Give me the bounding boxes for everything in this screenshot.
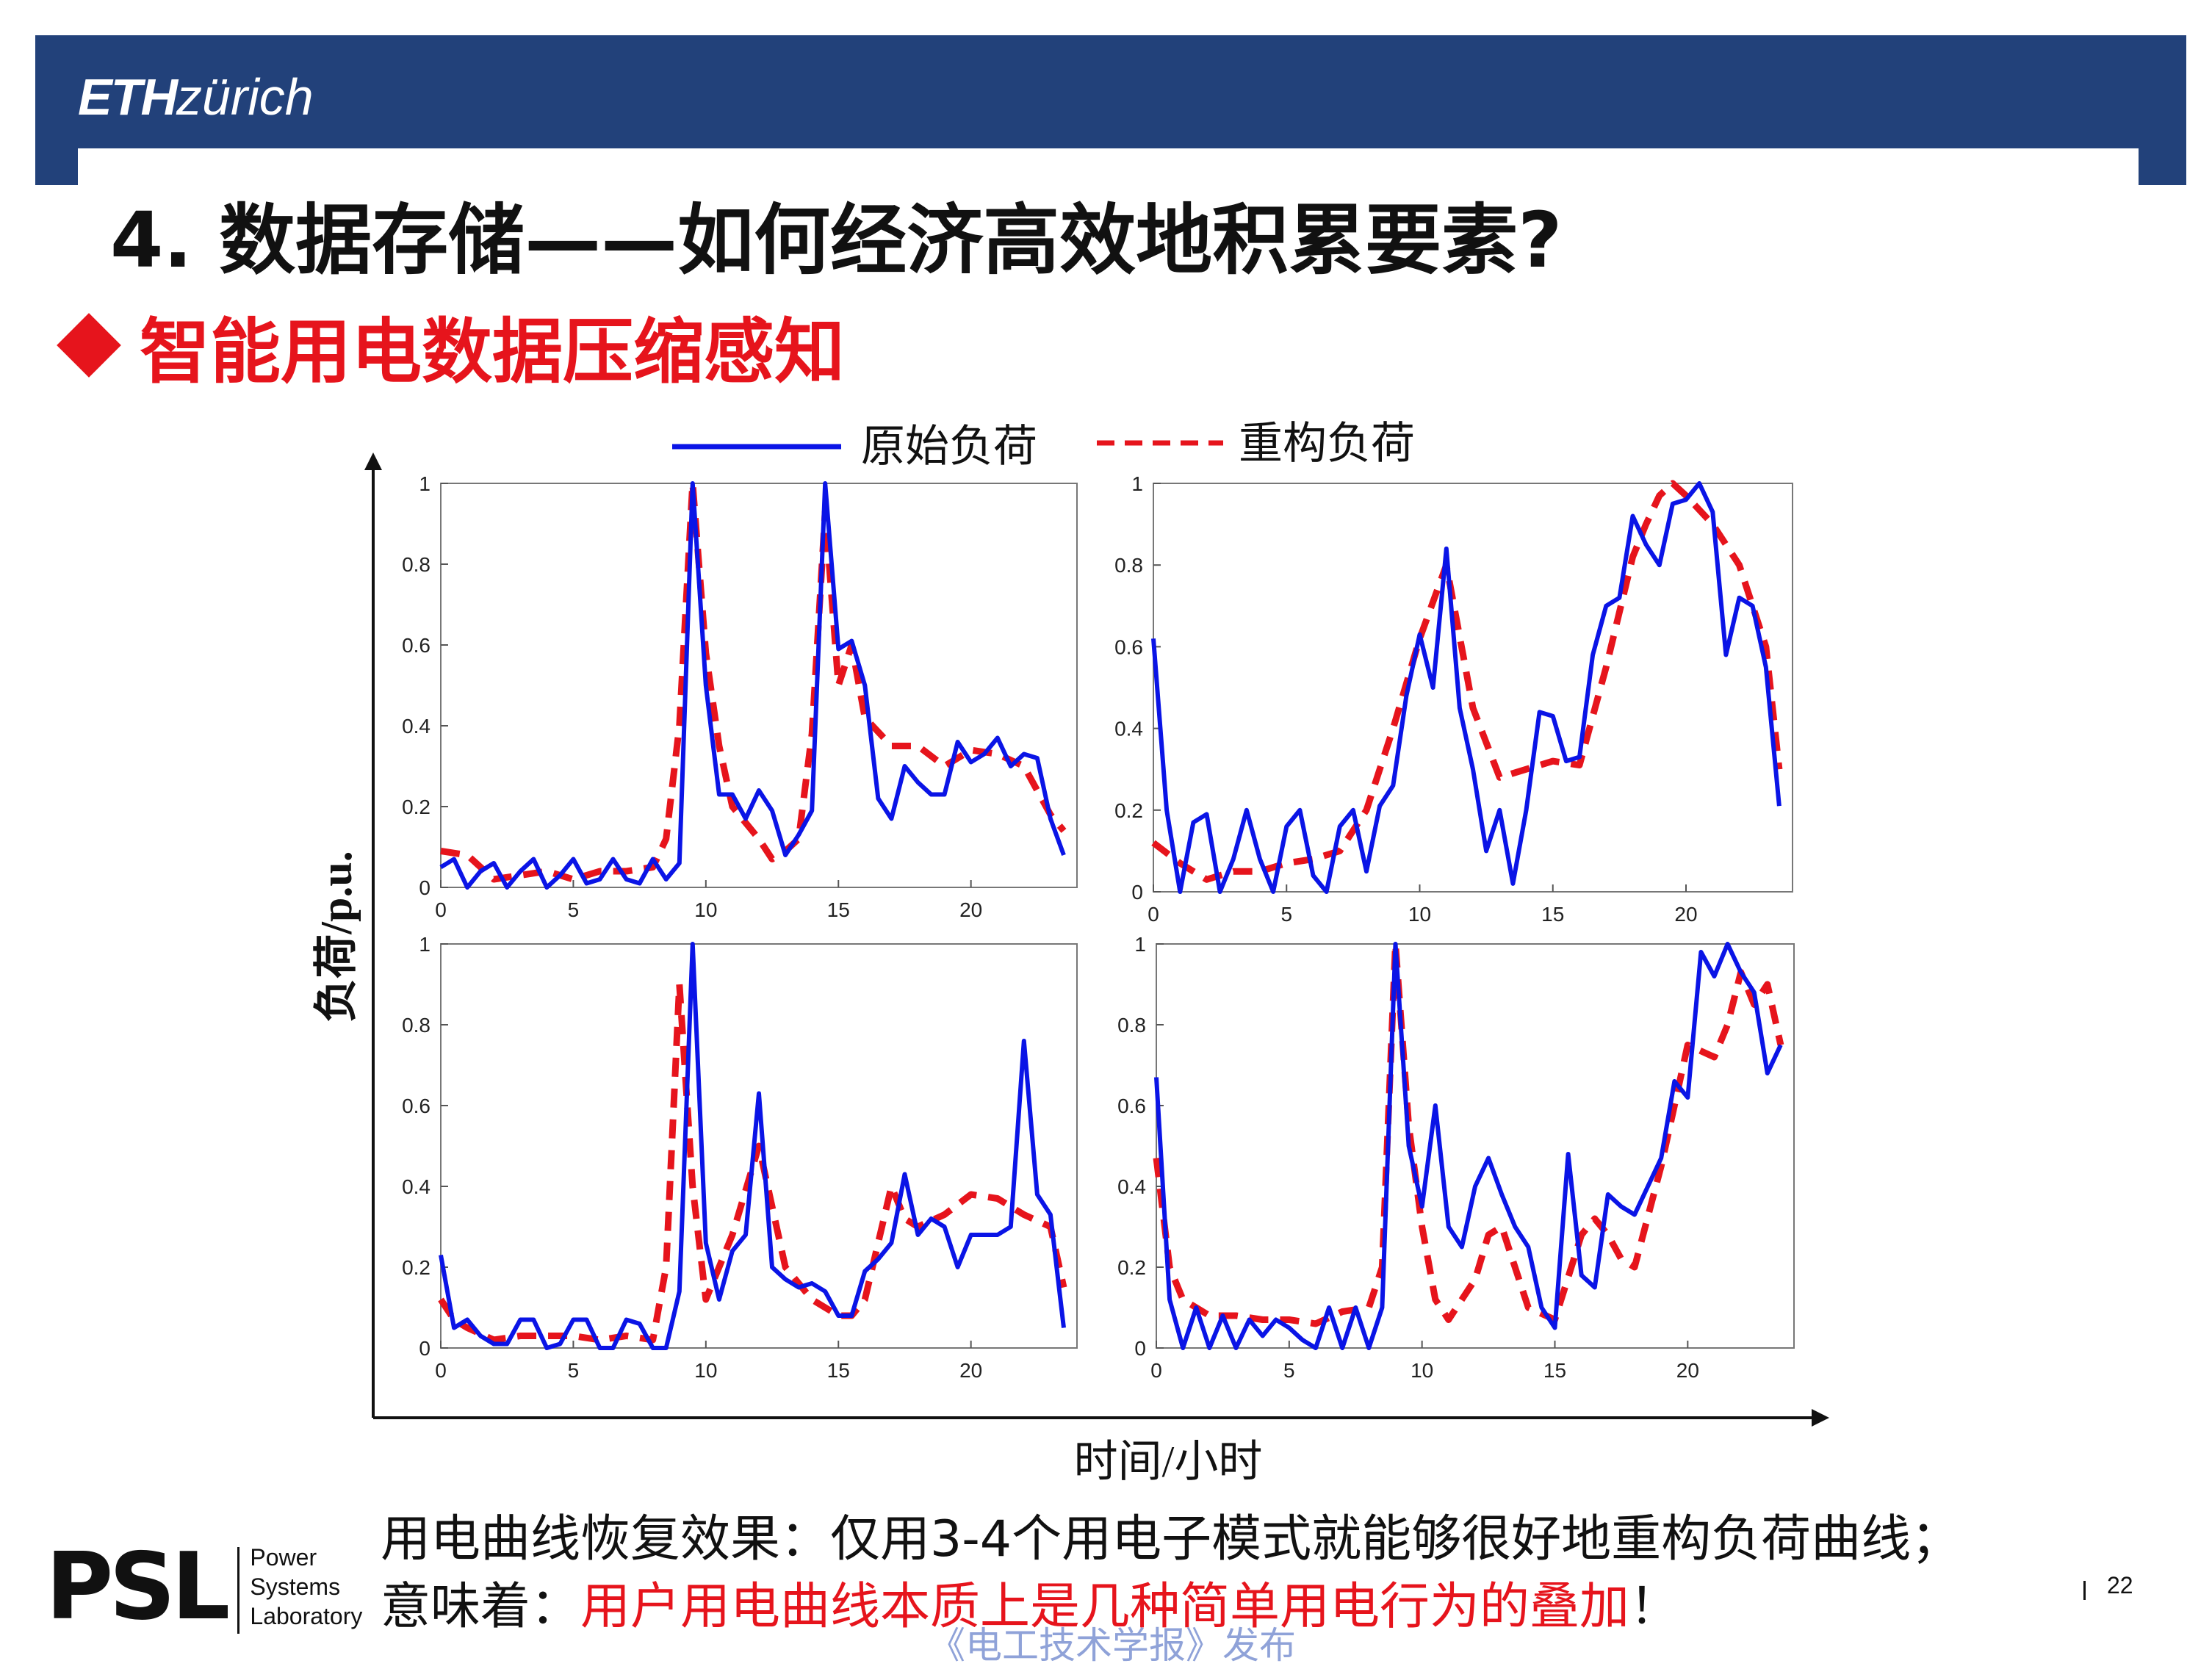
eth-logo-bold: ETH (78, 68, 178, 126)
y-tick-label: 0.4 (1117, 1175, 1146, 1198)
psl-logo: PSL Power Systems Laboratory (46, 1532, 362, 1640)
psl-logo-line-3: Laboratory (250, 1603, 363, 1629)
x-tick-label: 10 (1408, 903, 1431, 926)
legend-original-label: 原始负荷 (861, 422, 1037, 471)
bullet-heading: 智能用电数据压缩感知 (57, 301, 845, 393)
y-tick-label: 0 (419, 1337, 430, 1360)
y-tick-label: 1 (419, 933, 430, 956)
x-tick-label: 5 (568, 898, 580, 921)
original-load-line (1154, 942, 1783, 1350)
y-tick-label: 0.8 (402, 1014, 430, 1037)
conclusion-line-2: 意味着：用户用电曲线本质上是几种简单用电行为的叠加！ (381, 1575, 1679, 1640)
y-tick-label: 0.8 (1114, 554, 1143, 577)
chart-panel-1: 0 5 10 15 20 0 0.2 0.4 0.6 0.8 1 (402, 472, 1078, 921)
header-notch (78, 148, 2139, 190)
panel-4-frame (1156, 943, 1795, 1349)
watermark: 《电工技术学报》发布 (929, 1624, 1296, 1667)
psl-logo-line-2: Systems (250, 1574, 341, 1600)
y-tick-label: 0 (1131, 881, 1143, 904)
y-tick-label: 0.8 (402, 553, 430, 576)
original-load-line (439, 481, 1066, 890)
y-tick-label: 0.4 (402, 715, 430, 738)
original-load-line (439, 942, 1066, 1350)
conclusion-suffix: ！ (1629, 1578, 1680, 1636)
x-tick-label: 5 (1283, 1359, 1295, 1382)
y-tick-label: 0 (1134, 1337, 1146, 1360)
panel-1-frame (440, 483, 1078, 888)
x-tick-label: 20 (1676, 1359, 1699, 1382)
x-tick-label: 20 (959, 1359, 982, 1382)
x-tick-label: 0 (435, 898, 447, 921)
eth-zurich-logo: ETHzürich (78, 68, 314, 126)
psl-logo-text: Power Systems Laboratory (250, 1543, 362, 1631)
legend-reconstructed-label: 重构负荷 (1239, 419, 1415, 468)
x-tick-label: 0 (435, 1359, 447, 1382)
y-tick-label: 0.2 (1114, 799, 1143, 822)
reconstructed-load-line (438, 981, 1067, 1344)
eth-logo-rest: zürich (176, 68, 314, 126)
panel-2-frame (1153, 483, 1793, 893)
slide-title: 4. 数据存储——如何经济高效地积累要素? (110, 195, 1563, 285)
page-number-divider (2083, 1581, 2086, 1600)
y-tick-label: 0.2 (402, 1256, 430, 1279)
page-number: 22 (2107, 1572, 2133, 1598)
y-tick-label: 0.4 (402, 1175, 430, 1198)
x-tick-label: 20 (959, 898, 982, 921)
y-tick-label: 0.4 (1114, 718, 1143, 740)
y-tick-label: 0.8 (1117, 1014, 1146, 1037)
x-tick-label: 0 (1150, 1359, 1162, 1382)
x-axis-label: 时间/小时 (1074, 1438, 1263, 1486)
y-tick-label: 1 (419, 472, 430, 495)
x-tick-label: 5 (568, 1359, 580, 1382)
x-tick-label: 15 (1541, 903, 1564, 926)
reconstructed-load-line (440, 480, 1067, 883)
y-tick-label: 0 (419, 876, 430, 899)
y-tick-label: 0.2 (402, 796, 430, 818)
bullet-heading-text: 智能用电数据压缩感知 (140, 310, 845, 393)
psl-logo-line-1: Power (250, 1544, 317, 1571)
x-tick-label: 5 (1280, 903, 1292, 926)
y-tick-label: 1 (1134, 933, 1146, 956)
conclusion-prefix: 意味着： (381, 1578, 581, 1636)
y-axis-label: 负荷/p.u. (312, 851, 361, 1022)
x-tick-label: 10 (694, 898, 717, 921)
x-tick-label: 10 (1411, 1359, 1433, 1382)
y-tick-label: 0.6 (402, 634, 430, 657)
x-tick-label: 20 (1674, 903, 1697, 926)
psl-logo-divider (237, 1547, 240, 1634)
y-tick-label: 0.6 (1117, 1095, 1146, 1117)
y-axis-arrow-icon (364, 453, 382, 470)
x-tick-label: 15 (827, 898, 850, 921)
y-tick-label: 0.6 (1114, 635, 1143, 658)
x-axis-arrow-icon (1812, 1409, 1829, 1427)
x-tick-label: 10 (694, 1359, 717, 1382)
chart-panel-2: 0 5 10 15 20 0 0.2 0.4 0.6 0.8 1 (1114, 472, 1793, 926)
reconstructed-load-line (1153, 940, 1784, 1327)
x-tick-label: 15 (827, 1359, 850, 1382)
panel-3-frame (440, 943, 1078, 1349)
outer-axes: 时间/小时 负荷/p.u. (312, 453, 1829, 1486)
original-load-line (1151, 481, 1782, 894)
reconstructed-load-line (1151, 480, 1783, 883)
chart-legend: 原始负荷 重构负荷 (672, 419, 1415, 471)
conclusion-line-1: 用电曲线恢复效果：仅用3-4个用电子模式就能够很好地重构负荷曲线； (381, 1510, 1961, 1568)
psl-logo-mark: PSL (46, 1532, 230, 1640)
x-tick-label: 15 (1543, 1359, 1566, 1382)
conclusion-highlight: 用户用电曲线本质上是几种简单用电行为的叠加 (580, 1578, 1630, 1636)
y-tick-label: 0.2 (1117, 1256, 1146, 1279)
x-tick-label: 0 (1148, 903, 1159, 926)
y-tick-label: 1 (1131, 472, 1143, 495)
chart-panel-4: 0 5 10 15 20 0 0.2 0.4 0.6 0.8 1 (1117, 933, 1795, 1382)
y-tick-label: 0.6 (402, 1095, 430, 1117)
chart-panel-3: 0 5 10 15 20 0 0.2 0.4 0.6 0.8 1 (402, 933, 1078, 1382)
